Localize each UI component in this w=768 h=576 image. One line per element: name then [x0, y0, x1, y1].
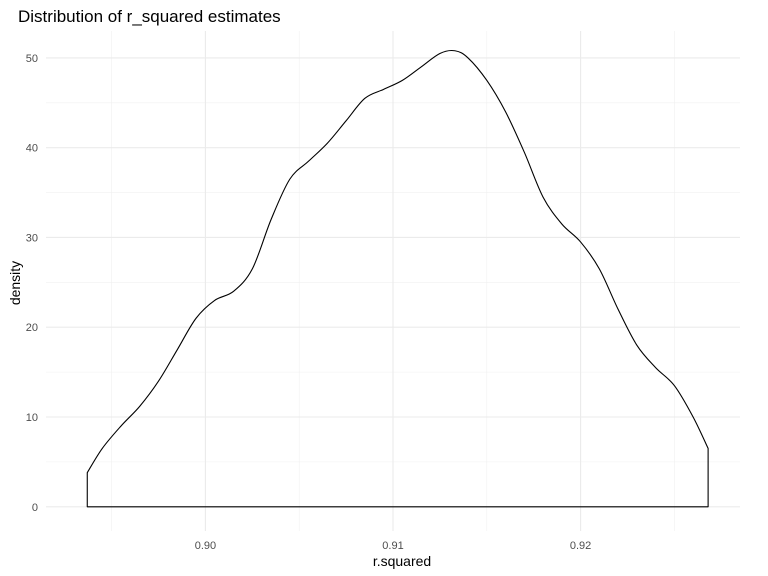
density-curve-layer: [86, 49, 709, 508]
grid: [46, 31, 740, 531]
y-tick-label: 20: [26, 322, 38, 334]
y-tick-label: 0: [32, 502, 38, 514]
x-tick-label: 0.90: [195, 540, 216, 552]
chart-title: Distribution of r_squared estimates: [18, 7, 281, 26]
x-axis-title: r.squared: [373, 553, 431, 569]
y-axis-title: density: [7, 261, 23, 305]
x-tick-label: 0.92: [570, 540, 591, 552]
y-tick-label: 30: [26, 232, 38, 244]
x-tick-label: 0.91: [382, 540, 403, 552]
y-tick-label: 10: [26, 412, 38, 424]
tick-labels: 0 10 20 30 40 50 0.90 0.91 0.92: [26, 53, 592, 552]
y-tick-label: 40: [26, 143, 38, 155]
density-curve: [86, 49, 709, 508]
y-tick-label: 50: [26, 53, 38, 65]
